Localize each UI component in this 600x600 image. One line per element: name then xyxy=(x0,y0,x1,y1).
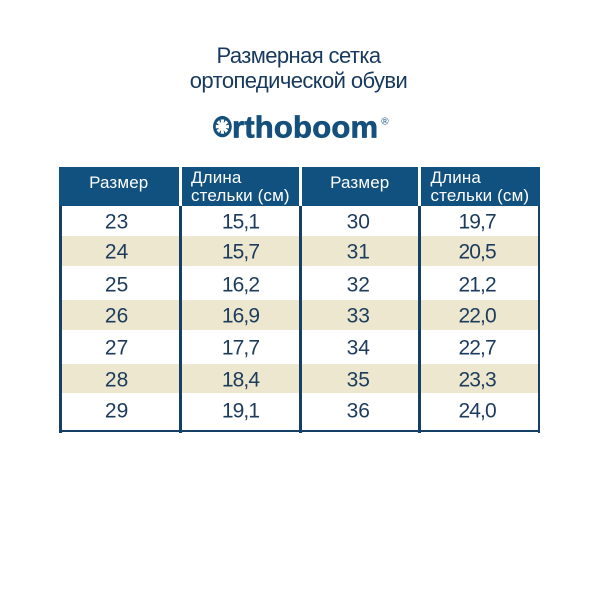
svg-text:®: ® xyxy=(381,117,389,128)
svg-text:rthoboom: rthoboom xyxy=(232,114,378,141)
